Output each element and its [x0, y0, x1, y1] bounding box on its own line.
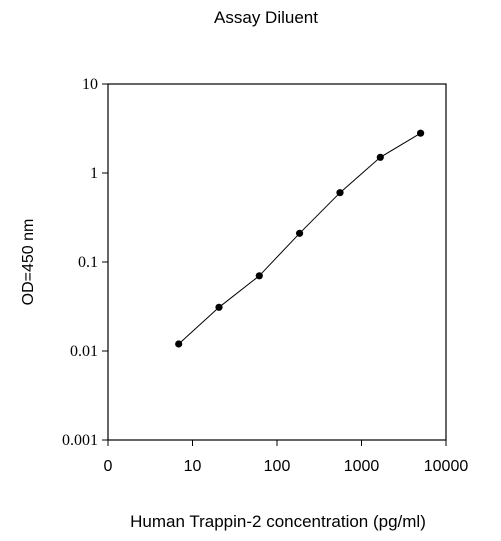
x-tick-label: 1000	[344, 458, 380, 475]
data-point	[215, 303, 223, 311]
x-tick-label: 10000	[424, 458, 469, 475]
series-line	[178, 132, 421, 345]
x-tick-label: 0	[104, 458, 113, 475]
chart-title: Assay Diluent	[214, 8, 318, 27]
x-tick-label: 100	[264, 458, 291, 475]
x-axis-label: Human Trappin-2 concentration (pg/ml)	[130, 512, 426, 531]
y-tick-label: 0.01	[70, 343, 98, 360]
data-point	[336, 189, 344, 197]
data-point	[175, 340, 183, 348]
data-point	[255, 272, 263, 280]
y-tick-label: 0.1	[78, 254, 98, 271]
y-axis-ticks: 10 1 0.1 0.01 0.001	[62, 76, 108, 449]
plot-area	[107, 83, 447, 441]
data-point	[417, 129, 425, 137]
data-point	[296, 229, 304, 237]
x-axis-ticks: 0 10 100 1000 10000	[104, 440, 469, 475]
y-tick-label: 0.001	[62, 432, 98, 449]
y-tick-label: 1	[90, 165, 98, 182]
y-tick-label: 10	[82, 76, 98, 93]
x-tick-label: 10	[184, 458, 202, 475]
data-points	[175, 129, 425, 348]
y-axis-label: OD=450 nm	[20, 219, 37, 306]
data-point	[376, 153, 384, 161]
